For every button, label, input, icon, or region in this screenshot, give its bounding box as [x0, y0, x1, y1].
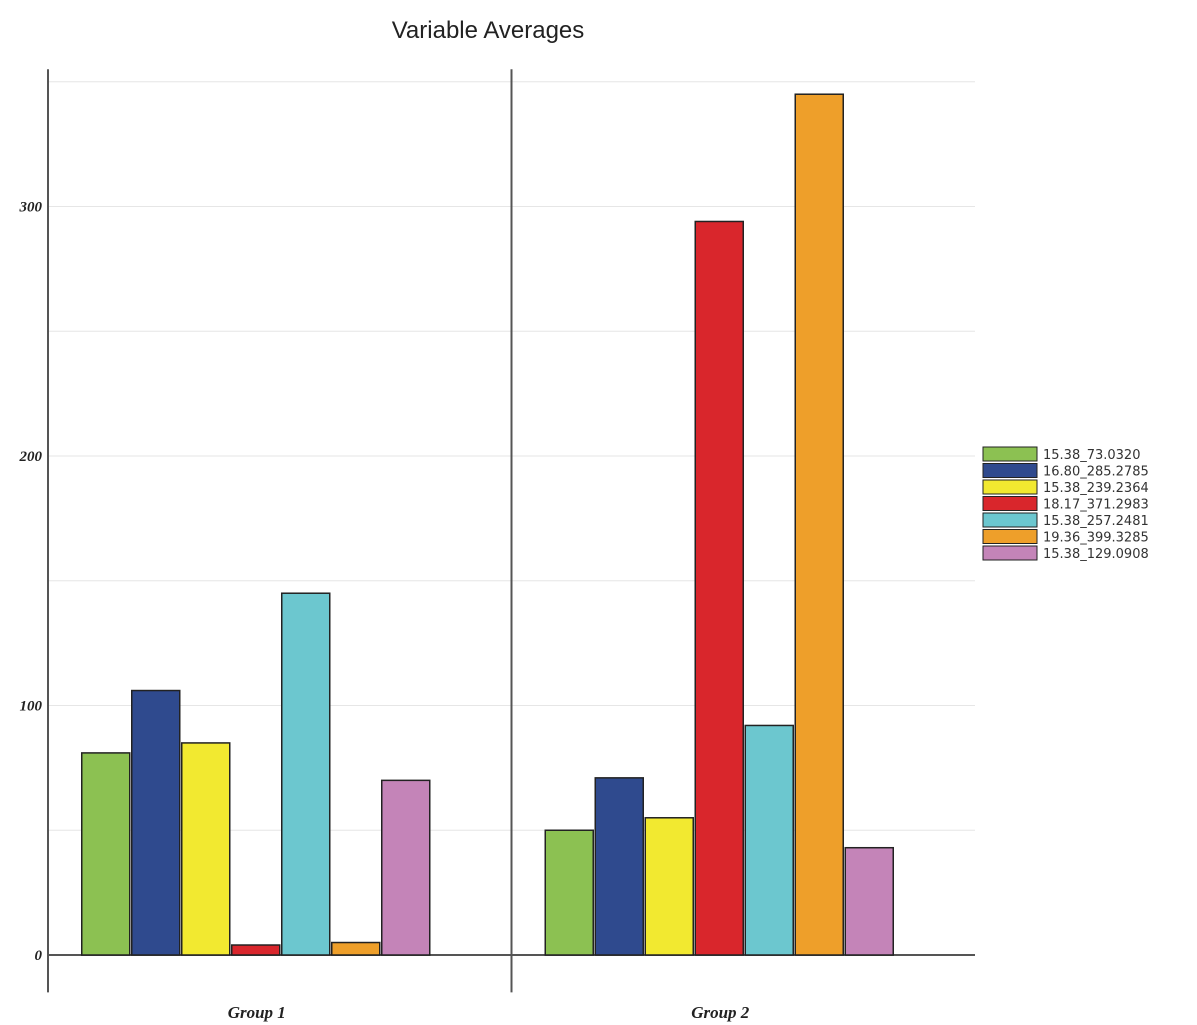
legend: 15.38_73.0320 16.80_285.278515.38_239.236…	[982, 446, 1149, 562]
legend-label: 15.38_239.2364	[1043, 481, 1149, 496]
legend-swatch	[982, 463, 1038, 478]
legend-swatch	[982, 446, 1038, 462]
legend-swatch	[982, 512, 1038, 528]
legend-label: 15.38_73.0320	[1043, 448, 1140, 463]
legend-swatch	[982, 496, 1038, 511]
bars	[81, 93, 894, 956]
y-tick-label: 200	[19, 449, 43, 465]
bar	[281, 592, 331, 956]
x-tick-label: Group 1	[228, 1003, 286, 1022]
bar	[794, 93, 844, 956]
bar	[544, 829, 594, 956]
y-tick-label: 300	[19, 200, 43, 216]
legend-label: 19.36_399.3285	[1043, 531, 1149, 546]
legend-swatch	[982, 545, 1038, 561]
legend-label: 15.38_257.2481	[1043, 514, 1149, 529]
bar	[844, 846, 894, 956]
x-tick-label: Group 2	[691, 1003, 750, 1022]
bar	[331, 941, 381, 956]
legend-label: 15.38_129.0908	[1043, 547, 1149, 562]
chart-title: Variable Averages	[392, 17, 585, 44]
legend-swatch	[982, 479, 1038, 495]
y-tick-label: 100	[20, 699, 43, 715]
bar	[231, 944, 281, 956]
bar	[131, 689, 181, 956]
y-tick-label: 0	[35, 948, 43, 964]
bar	[644, 817, 694, 956]
bar	[744, 724, 794, 956]
legend-label: 16.80_285.2785	[1043, 465, 1149, 480]
legend-swatch	[982, 529, 1038, 544]
bar	[381, 779, 431, 956]
bar	[81, 752, 131, 956]
bar	[181, 742, 231, 956]
axis-labels: 0 100 200 300 Group 1 Group 2	[19, 200, 750, 1023]
bar	[694, 220, 744, 956]
legend-label: 18.17_371.2983	[1043, 498, 1149, 513]
bar	[594, 777, 644, 956]
